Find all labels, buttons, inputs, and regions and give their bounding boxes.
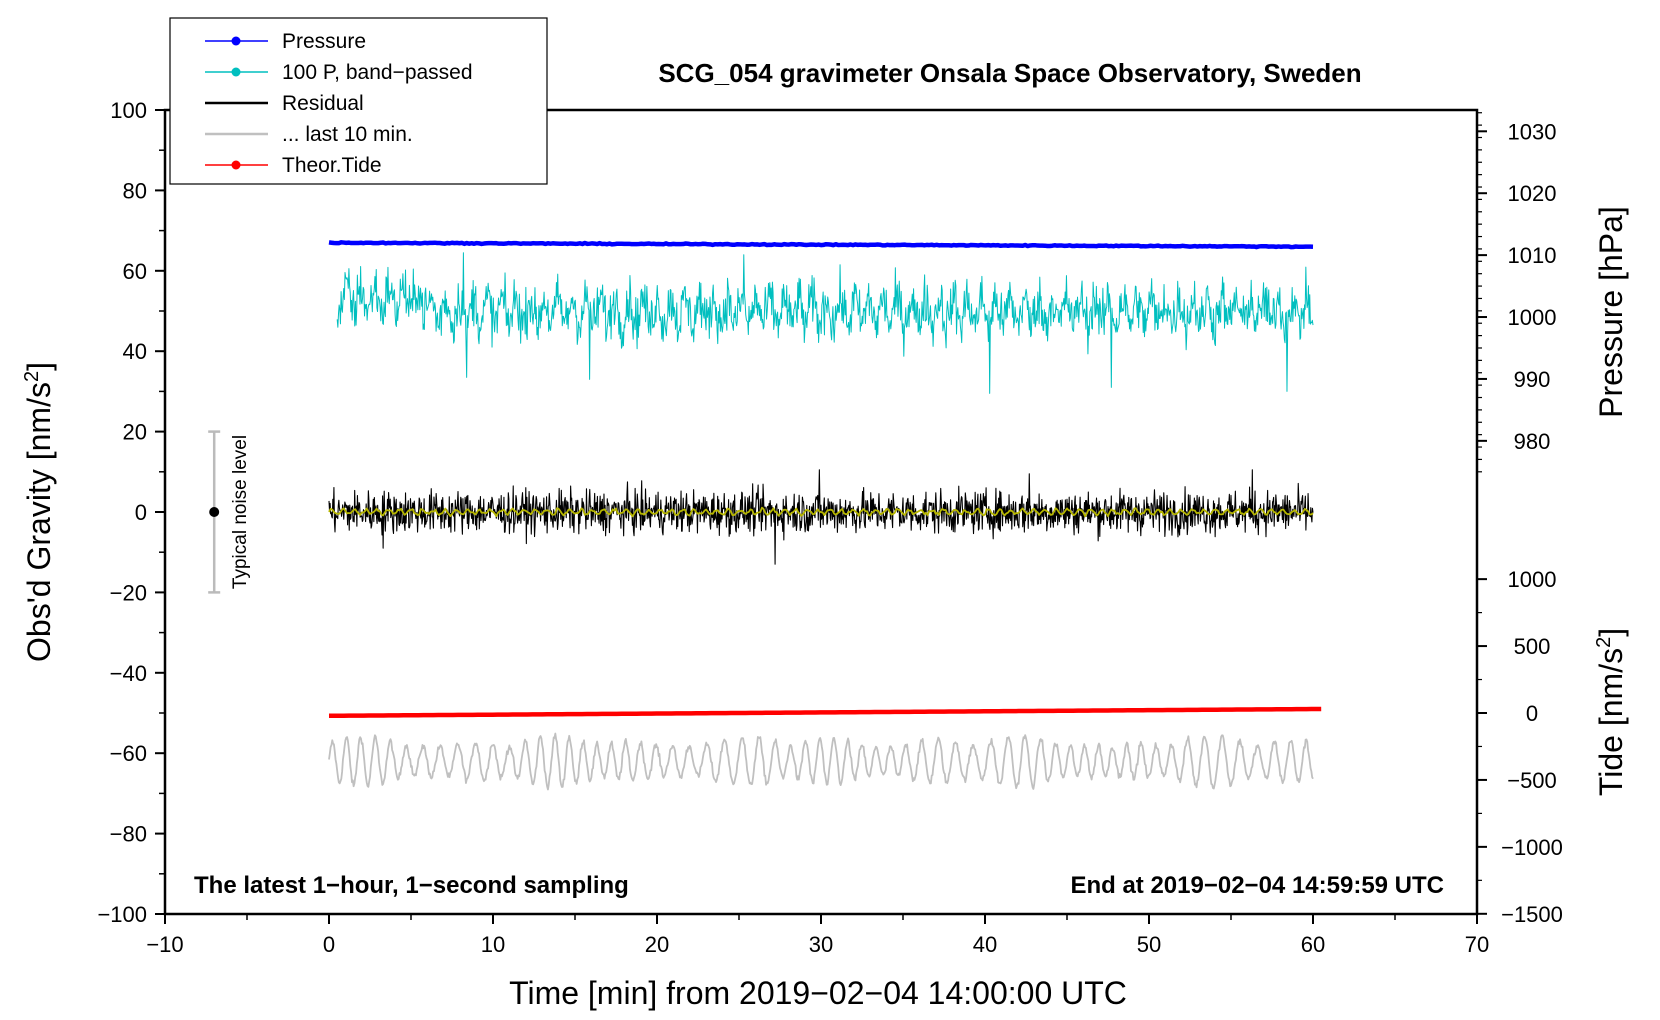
x-tick-label: 40 <box>973 932 997 957</box>
y-tick-label: 100 <box>110 98 147 123</box>
tide-tick-label: 500 <box>1514 634 1551 659</box>
pressure-tick-label: 980 <box>1514 429 1551 454</box>
y-tick-label: −40 <box>110 661 147 686</box>
series-last-10-min <box>328 732 1314 791</box>
legend-marker <box>231 67 241 77</box>
left-y-axis-title-sup: 2 <box>21 371 43 382</box>
x-tick-label: 50 <box>1137 932 1161 957</box>
tide-tick-label: 1000 <box>1508 567 1557 592</box>
series-pressure <box>328 240 1314 250</box>
series-layer <box>328 240 1322 791</box>
legend-marker <box>231 36 241 46</box>
tide-axis-title: Tide [nm/s2] <box>1593 628 1629 796</box>
x-tick-label: 10 <box>481 932 505 957</box>
legend: Pressure 100 P, band−passed Residual ... la… <box>169 17 548 185</box>
legend-label: ... last 10 min. <box>282 123 413 146</box>
y-tick-label: 80 <box>123 178 147 203</box>
y-tick-label: 20 <box>123 420 147 445</box>
pressure-tick-label: 1000 <box>1508 305 1557 330</box>
x-tick-label: 30 <box>809 932 833 957</box>
tide-axis-title-main: Tide [nm/s <box>1593 648 1629 796</box>
x-tick-label: 0 <box>323 932 335 957</box>
y-tick-label: −20 <box>110 580 147 605</box>
noise-level-indicator: Typical noise level <box>208 430 251 594</box>
y-tick-label: 0 <box>135 500 147 525</box>
tide-tick-label: −1500 <box>1501 902 1563 927</box>
y-tick-label: 60 <box>123 259 147 284</box>
x-tick-label: 20 <box>645 932 669 957</box>
noise-center-dot <box>209 507 220 517</box>
pressure-axis-title: Pressure [hPa] <box>1593 206 1629 418</box>
tide-tick-label: 0 <box>1526 701 1538 726</box>
x-tick-label: −10 <box>146 932 183 957</box>
noise-label: Typical noise level <box>230 435 251 589</box>
x-tick-label: 60 <box>1301 932 1325 957</box>
pressure-tick-label: 1030 <box>1508 119 1557 144</box>
left-y-axis-title: Obs'd Gravity [nm/s2] <box>21 362 57 662</box>
x-axis-title: Time [min] from 2019−02−04 14:00:00 UTC <box>509 975 1127 1011</box>
pressure-tick-label: 1020 <box>1508 181 1557 206</box>
tide-tick-label: −1000 <box>1501 835 1563 860</box>
series-residual-smoothed <box>328 506 1314 518</box>
left-y-axis-title-close: ] <box>21 362 57 371</box>
series-pressure-band-passed <box>336 252 1314 394</box>
tide-axis-title-close: ] <box>1593 628 1629 637</box>
series-residual <box>328 469 1314 565</box>
legend-label: Pressure <box>282 30 366 53</box>
y-tick-label: 40 <box>123 339 147 364</box>
legend-label: Theor.Tide <box>282 154 382 177</box>
y-tick-label: −80 <box>110 822 147 847</box>
tide-axis-title-sup: 2 <box>1593 637 1615 648</box>
legend-marker <box>231 160 241 170</box>
axes-layer: −10 0 10 20 30 40 50 60 70−100−80−60−40−20020406… <box>97 98 1562 957</box>
tide-tick-label: −500 <box>1507 768 1557 793</box>
sampling-annotation: The latest 1−hour, 1−second sampling <box>194 872 629 899</box>
pressure-tick-label: 990 <box>1514 367 1551 392</box>
chart-title: SCG_054 gravimeter Onsala Space Observat… <box>658 58 1361 88</box>
legend-label: 100 P, band−passed <box>282 61 473 84</box>
left-y-axis-title-main: Obs'd Gravity [nm/s <box>21 382 57 662</box>
series-theor-tide <box>328 706 1322 719</box>
legend-box <box>169 17 548 185</box>
y-tick-label: −100 <box>97 902 147 927</box>
x-tick-label: 70 <box>1465 932 1489 957</box>
y-tick-label: −60 <box>110 741 147 766</box>
legend-label: Residual <box>282 92 364 115</box>
pressure-tick-label: 1010 <box>1508 243 1557 268</box>
end-time-annotation: End at 2019−02−04 14:59:59 UTC <box>1070 872 1444 899</box>
